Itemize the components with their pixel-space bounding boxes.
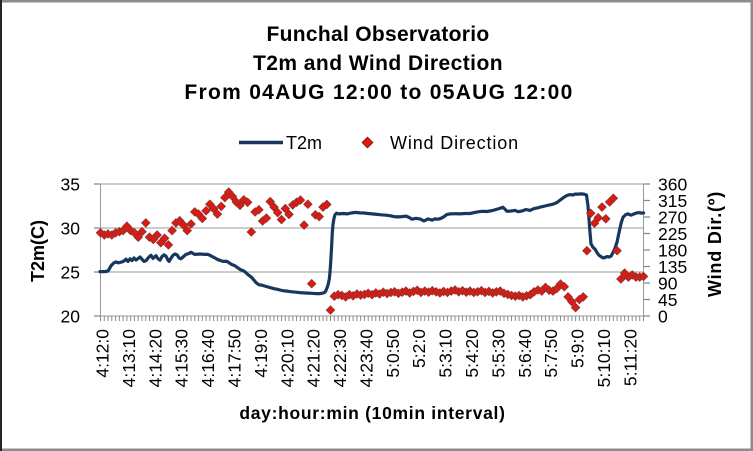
svg-text:225: 225	[658, 224, 687, 244]
svg-text:4:13:10: 4:13:10	[119, 329, 139, 388]
svg-text:4:23:40: 4:23:40	[357, 329, 377, 388]
svg-text:45: 45	[658, 290, 677, 310]
svg-text:25: 25	[61, 262, 80, 282]
svg-text:35: 35	[61, 174, 80, 194]
svg-text:5:3:10: 5:3:10	[436, 329, 456, 378]
svg-text:20: 20	[61, 306, 81, 326]
svg-text:5:11:20: 5:11:20	[620, 329, 640, 386]
svg-text:day:hour:min (10min interval): day:hour:min (10min interval)	[239, 403, 505, 423]
svg-text:4:12:0: 4:12:0	[93, 329, 113, 378]
svg-text:4:21:20: 4:21:20	[304, 329, 324, 388]
svg-text:5:9:0: 5:9:0	[568, 329, 588, 368]
svg-text:5:6:40: 5:6:40	[515, 329, 535, 378]
svg-text:5:7:50: 5:7:50	[541, 329, 561, 378]
svg-text:4:20:10: 4:20:10	[277, 329, 297, 388]
svg-text:From 04AUG 12:00 to 05AUG 12:0: From 04AUG 12:00 to 05AUG 12:00	[184, 81, 573, 104]
svg-text:T2m: T2m	[286, 133, 322, 153]
svg-text:T2m and Wind Direction: T2m and Wind Direction	[253, 52, 503, 75]
svg-text:Wind Dir.(º): Wind Dir.(º)	[705, 191, 725, 297]
svg-text:5:2:0: 5:2:0	[409, 329, 429, 368]
svg-text:4:19:0: 4:19:0	[251, 329, 271, 378]
svg-text:5:4:20: 5:4:20	[462, 329, 482, 378]
svg-text:4:16:40: 4:16:40	[198, 329, 218, 388]
svg-text:360: 360	[658, 174, 687, 194]
svg-text:Wind Direction: Wind Direction	[390, 133, 519, 153]
svg-text:135: 135	[658, 257, 687, 277]
svg-text:30: 30	[61, 218, 81, 238]
svg-text:4:17:50: 4:17:50	[225, 329, 245, 388]
svg-text:4:15:30: 4:15:30	[172, 329, 192, 388]
svg-text:Funchal Observatorio: Funchal Observatorio	[266, 23, 489, 46]
svg-text:5:0:50: 5:0:50	[383, 329, 403, 378]
svg-text:5:10:10: 5:10:10	[594, 329, 614, 388]
svg-text:4:14:20: 4:14:20	[145, 329, 165, 388]
svg-text:T2m(C): T2m(C)	[28, 220, 48, 282]
svg-text:90: 90	[658, 273, 678, 293]
svg-text:0: 0	[658, 306, 668, 326]
svg-text:270: 270	[658, 207, 687, 227]
svg-text:5:5:30: 5:5:30	[488, 329, 508, 378]
svg-text:315: 315	[658, 191, 687, 211]
svg-text:4:22:30: 4:22:30	[330, 329, 350, 388]
svg-text:180: 180	[658, 240, 687, 260]
